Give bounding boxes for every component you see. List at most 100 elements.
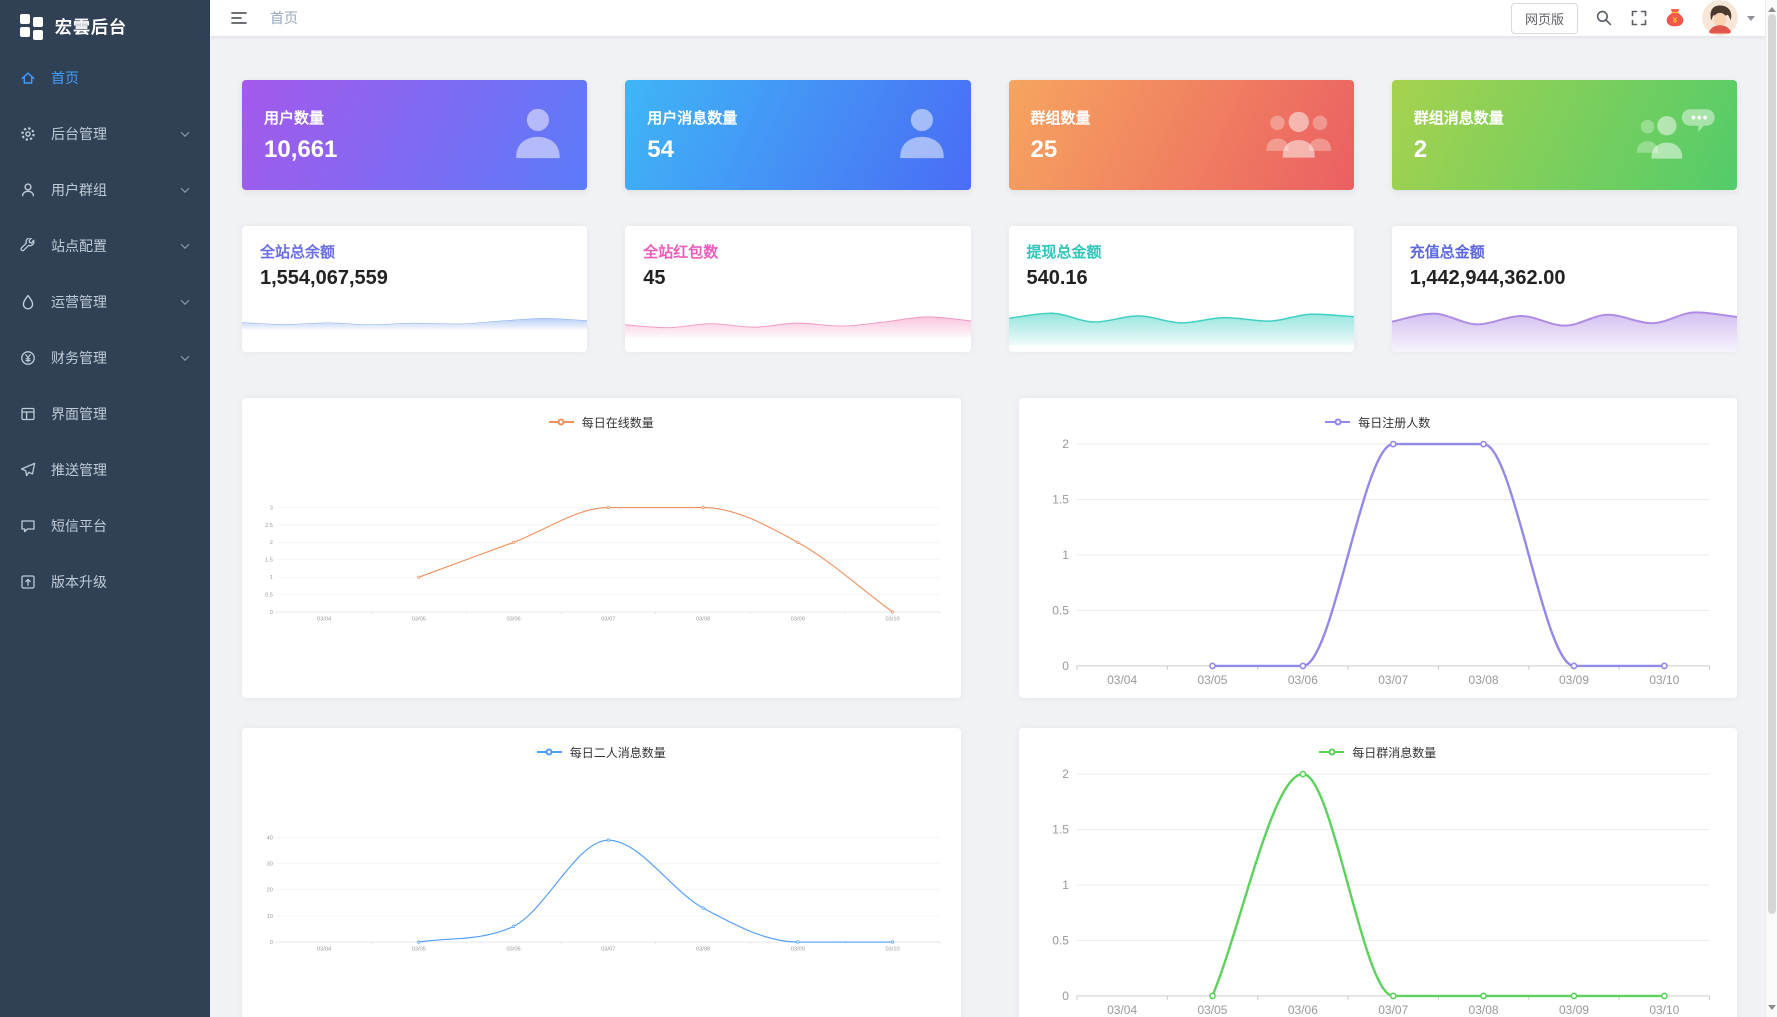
sidebar-item-send[interactable]: 推送管理 (0, 442, 210, 498)
stat-card-1: 用户消息数量 54 (625, 80, 971, 190)
upgrade-icon (20, 574, 38, 590)
svg-text:0.5: 0.5 (1052, 603, 1069, 617)
svg-text:03/09: 03/09 (791, 946, 805, 952)
stat-card-0: 用户数量 10,661 (242, 80, 588, 190)
svg-text:03/10: 03/10 (1649, 1003, 1679, 1017)
charts-row-1: 每日在线数量 0 0.5 1 1.5 2 2.5 3 03/04 03/05 03/06 03/07… (242, 398, 1737, 698)
metric-sparkline (1008, 312, 1354, 346)
svg-text:¥: ¥ (1673, 15, 1678, 25)
sidebar-item-user[interactable]: 用户群组 (0, 162, 210, 218)
sidebar-item-label: 界面管理 (51, 406, 107, 422)
stat-card-title: 群组数量 (1030, 109, 1091, 127)
sidebar-item-finance[interactable]: 财务管理 (0, 330, 210, 386)
svg-text:1: 1 (1062, 878, 1069, 892)
metric-card-value: 1,442,944,362.00 (1409, 267, 1566, 289)
chart-legend[interactable]: 每日在线数量 (256, 410, 947, 434)
svg-text:03/07: 03/07 (1378, 1003, 1408, 1017)
sidebar-item-layout[interactable]: 界面管理 (0, 386, 210, 442)
svg-text:03/04: 03/04 (317, 616, 331, 622)
web-version-button[interactable]: 网页版 (1510, 2, 1578, 34)
svg-text:03/08: 03/08 (696, 946, 710, 952)
metric-card-title: 全站红包数 (643, 244, 719, 261)
stat-card-title: 用户消息数量 (647, 109, 738, 127)
header: 首页 网页版 ¥ (210, 0, 1777, 36)
sidebar-item-wrench[interactable]: 站点配置 (0, 218, 210, 274)
sidebar-item-label: 短信平台 (51, 518, 107, 534)
sidebar-item-label: 站点配置 (51, 238, 107, 254)
metric-card-title: 提现总金额 (1026, 244, 1102, 261)
svg-text:03/05: 03/05 (1197, 1003, 1227, 1017)
chart-card-2: 每日二人消息数量 0 10 20 30 40 03/04 03/05 03/06 03/07 03… (242, 728, 961, 1017)
users-silhouette-icon (1262, 104, 1335, 167)
legend-line-icon (1319, 748, 1345, 756)
sidebar-item-label: 财务管理 (51, 350, 107, 366)
stat-card-2: 群组数量 25 (1008, 80, 1354, 190)
sidebar-item-droplet[interactable]: 运营管理 (0, 274, 210, 330)
legend-label: 每日在线数量 (581, 415, 654, 430)
svg-text:1.5: 1.5 (265, 558, 273, 564)
breadcrumb[interactable]: 首页 (270, 10, 298, 26)
svg-text:03/06: 03/06 (507, 616, 521, 622)
caret-down-icon[interactable] (1747, 16, 1755, 25)
svg-text:03/10: 03/10 (886, 946, 900, 952)
scrollbar-thumb[interactable] (1768, 14, 1776, 914)
avatar[interactable] (1702, 0, 1738, 36)
scrollbar[interactable] (1765, 0, 1777, 1017)
sidebar-item-label: 版本升级 (51, 574, 107, 590)
svg-text:03/04: 03/04 (317, 946, 331, 952)
svg-text:1: 1 (270, 575, 273, 581)
send-icon (20, 462, 38, 478)
legend-line-icon (548, 418, 574, 426)
droplet-icon (20, 294, 38, 310)
sidebar-item-label: 后台管理 (51, 126, 107, 142)
svg-text:03/05: 03/05 (412, 946, 426, 952)
svg-text:03/05: 03/05 (1197, 673, 1227, 687)
chart-legend[interactable]: 每日注册人数 (1033, 410, 1724, 434)
svg-text:03/06: 03/06 (1287, 673, 1317, 687)
svg-text:2.5: 2.5 (265, 523, 273, 529)
svg-text:03/08: 03/08 (696, 616, 710, 622)
metric-cards-row: 全站总余额 1,554,067,559 全站红包数 45 提现总金额 540.1… (242, 226, 1737, 352)
fullscreen-icon[interactable] (1630, 9, 1648, 27)
metric-card-title: 充值总金额 (1409, 244, 1485, 261)
search-icon[interactable] (1595, 9, 1613, 27)
chart-legend[interactable]: 每日二人消息数量 (256, 740, 947, 764)
svg-text:2: 2 (1062, 767, 1069, 781)
metric-card-3: 充值总金额 1,442,944,362.00 (1391, 226, 1737, 352)
logo[interactable]: 宏雲后台 (0, 0, 210, 50)
stat-card-3: 群组消息数量 2 (1391, 80, 1737, 190)
sidebar-item-label: 运营管理 (51, 294, 107, 310)
chart-card-0: 每日在线数量 0 0.5 1 1.5 2 2.5 3 03/04 03/05 03/06 03/07… (242, 398, 961, 698)
svg-text:03/10: 03/10 (1649, 673, 1679, 687)
svg-text:0: 0 (1062, 989, 1069, 1003)
scrollbar-down-arrow-icon[interactable] (1768, 1005, 1776, 1014)
chart-legend[interactable]: 每日群消息数量 (1033, 740, 1724, 764)
svg-text:03/07: 03/07 (1378, 673, 1408, 687)
sidebar-item-upgrade[interactable]: 版本升级 (0, 554, 210, 610)
stat-card-info: 用户数量 10,661 (264, 107, 337, 164)
legend-line-icon (1325, 418, 1351, 426)
svg-text:03/06: 03/06 (507, 946, 521, 952)
line-chart: 0 0.5 1 1.5 2 03/04 03/05 03/06 03/07 03/08 03/09 0… (1052, 767, 1710, 1017)
svg-text:0.5: 0.5 (1052, 933, 1069, 947)
sidebar-item-gear[interactable]: 后台管理 (0, 106, 210, 162)
menu-fold-icon[interactable] (210, 10, 264, 26)
scrollbar-up-arrow-icon[interactable] (1768, 3, 1776, 12)
app-title: 宏雲后台 (55, 17, 127, 37)
svg-text:40: 40 (267, 835, 273, 841)
stat-card-value: 10,661 (264, 135, 338, 163)
metric-card-value: 540.16 (1026, 267, 1088, 289)
stat-card-title: 群组消息数量 (1413, 109, 1504, 127)
sidebar-item-message[interactable]: 短信平台 (0, 498, 210, 554)
message-icon (20, 518, 38, 534)
logo-grid-icon (20, 13, 43, 40)
svg-text:1.5: 1.5 (1052, 823, 1069, 837)
red-packet-icon[interactable]: ¥ (1665, 8, 1685, 28)
svg-text:0.5: 0.5 (265, 592, 273, 598)
svg-text:1.5: 1.5 (1052, 493, 1069, 507)
sidebar-item-home[interactable]: 首页 (0, 50, 210, 106)
line-chart: 0 0.5 1 1.5 2 03/04 03/05 03/06 03/07 03/08 03/09 0… (1052, 437, 1710, 687)
chevron-down-icon (180, 352, 190, 361)
chevron-down-icon (180, 184, 190, 193)
